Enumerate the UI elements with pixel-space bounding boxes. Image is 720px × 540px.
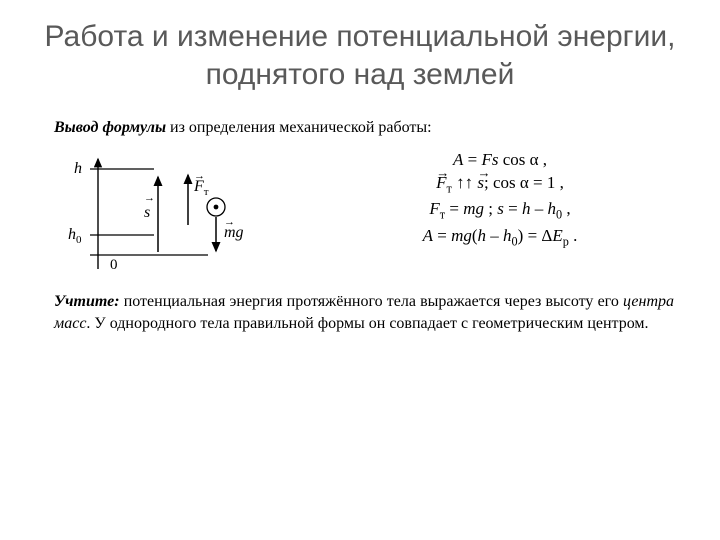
formula-2: Fт ↑↑ s; cos α = 1 , — [318, 173, 682, 196]
content-row: 0 h h0 → s → Fт → mg A = Fs cos α , Fт ↑… — [38, 147, 682, 277]
lift-diagram: 0 h h0 → s → Fт → mg — [38, 147, 278, 277]
formula-3: Fт = mg ; s = h – h0 , — [318, 199, 682, 222]
formula-4: A = mg(h – h0) = ΔEp . — [318, 226, 682, 249]
label-mg: mg — [224, 224, 244, 241]
note-p2: . У однородного тела правильной формы он… — [86, 315, 648, 332]
label-ft: Fт — [193, 178, 209, 198]
intro-rest: из определения механической работы: — [166, 119, 432, 136]
intro-paragraph: Вывод формулы из определения механическо… — [54, 119, 682, 137]
body-dot — [214, 205, 219, 210]
label-zero: 0 — [110, 257, 118, 273]
note-paragraph: Учтите: потенциальная энергия протяжённо… — [54, 291, 674, 334]
label-s: s — [144, 204, 150, 221]
formula-1: A = Fs cos α , — [318, 150, 682, 170]
slide-title: Работа и изменение потенциальной энергии… — [38, 18, 682, 93]
label-h0: h0 — [68, 226, 82, 246]
note-p1: потенциальная энергия протяжённого тела … — [120, 293, 623, 310]
note-lead: Учтите: — [54, 293, 120, 310]
intro-lead: Вывод формулы — [54, 119, 166, 136]
formula-block: A = Fs cos α , Fт ↑↑ s; cos α = 1 , Fт =… — [278, 147, 682, 252]
label-h: h — [74, 160, 82, 177]
label-s-arrow: → — [144, 192, 155, 204]
